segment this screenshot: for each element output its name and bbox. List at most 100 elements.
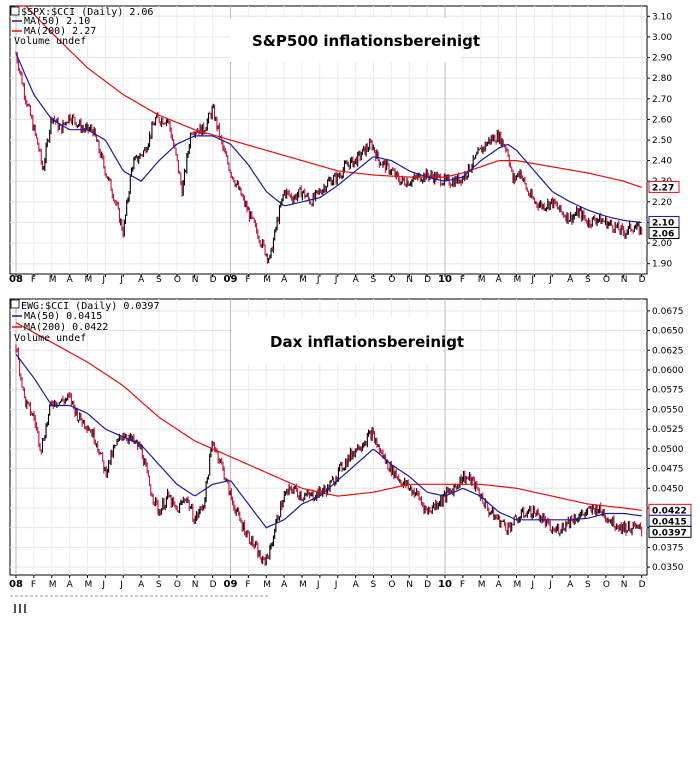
y-tick-label: 0.0675 [652,307,684,317]
grid-sp500 [10,6,647,274]
x-month-label: O [174,580,181,590]
last-value-box [648,525,692,538]
x-month-label: A [138,275,145,285]
x-month-label: S [585,275,591,285]
x-year-label: 10 [438,274,452,285]
y-tick-label: 2.20 [652,198,672,208]
x-month-label: D [424,275,431,285]
x-month-label: M [478,275,486,285]
x-month-label: J [530,275,534,285]
x-month-label: M [49,275,57,285]
x-month-label: M [299,580,307,590]
x-month-label: M [49,580,57,590]
x-year-label: 08 [9,274,23,285]
legend-volume-sp500: Volume undef [14,36,86,47]
x-month-label: M [514,580,522,590]
x-month-label: J [119,580,123,590]
ma200-line [16,5,642,188]
x-month-label: O [388,275,395,285]
y-tick-label: 0.0450 [652,484,684,494]
legend-main-sp500: $SPX:$CCI (Daily) 2.06 [21,7,153,18]
ma200-line [15,322,642,511]
legend-dax: EWG:$CCI (Daily) 0.0397 MA(50) 0.0415 MA… [10,299,159,344]
x-month-label: D [210,275,217,285]
x-month-label: A [567,275,574,285]
panel-dax: Dax inflationsbereinigt EWG:$CCI (Daily)… [9,298,692,590]
x-month-label: A [496,580,503,590]
x-month-label: A [496,275,503,285]
y-tick-label: 0.0550 [652,405,684,415]
x-month-label: S [371,275,377,285]
legend-ma200-dax: MA(200) 0.0422 [24,322,108,333]
x-month-label: N [406,580,413,590]
y-tick-label: 0.0625 [652,346,684,356]
y-tick-label: 3.10 [652,12,672,22]
x-month-label: A [138,580,145,590]
x-month-label: O [174,275,181,285]
volume-icon [24,604,26,613]
y-tick-label: 2.50 [652,136,672,146]
x-month-label: S [585,580,591,590]
last-value-labels-sp500: 2.27 2.102.06 [648,180,680,239]
last-value-box [648,180,680,193]
panel-sp500: S&P500 inflationsbereinigt $SPX:$CCI (Da… [9,5,680,285]
y-tick-label: 0.0350 [652,563,684,573]
x-year-label: 08 [9,579,23,590]
x-month-label: O [603,580,610,590]
y-tick-label: 2.80 [652,74,672,84]
x-year-label: 09 [224,579,238,590]
chart-logo-icon [10,6,20,16]
x-month-label: N [621,275,628,285]
x-month-label: O [388,580,395,590]
x-month-label: M [85,275,93,285]
x-month-label: F [460,580,465,590]
x-month-label: D [639,580,646,590]
last-value-label: 2.27 [652,183,674,193]
y-tick-label: 0.0375 [652,543,684,553]
ma50-line [15,53,642,224]
x-month-label: S [156,275,162,285]
volume-icon [19,604,21,613]
x-month-label: F [460,275,465,285]
x-month-label: D [424,580,431,590]
legend-sp500: $SPX:$CCI (Daily) 2.06 MA(50) 2.10 MA(20… [10,6,153,47]
last-value-box [648,226,680,239]
series-dax [15,322,643,566]
x-month-label: N [192,275,199,285]
legend-ma50-dax: MA(50) 0.0415 [24,311,102,322]
x-month-label: F [245,580,250,590]
legend-ma50-sp500: MA(50) 2.10 [24,16,90,27]
x-month-label: J [119,275,123,285]
x-month-label: J [530,580,534,590]
x-month-label: A [67,275,74,285]
last-value-label: 2.06 [652,229,674,239]
chart-title-dax: Dax inflationsbereinigt [270,333,464,351]
x-month-label: S [371,580,377,590]
x-month-label: M [478,580,486,590]
x-month-label: A [67,580,74,590]
y-tick-label: 1.90 [652,260,672,270]
last-value-label: 2.10 [652,218,674,228]
x-month-label: J [316,580,320,590]
x-year-label: 09 [224,274,238,285]
x-month-label: N [406,275,413,285]
x-month-label: M [514,275,522,285]
x-month-label: A [567,580,574,590]
x-month-label: F [245,275,250,285]
x-month-label: J [334,275,338,285]
last-value-label: 0.0422 [652,506,687,516]
x-month-label: A [281,580,288,590]
legend-main-dax: EWG:$CCI (Daily) 0.0397 [21,301,159,312]
x-month-label: N [192,580,199,590]
y-tick-label: 0.0525 [652,425,684,435]
title-box-dax [232,318,442,364]
x-month-label: J [101,275,105,285]
y-tick-label: 0.0500 [652,445,684,455]
x-month-label: M [299,275,307,285]
y-tick-label: 0.0475 [652,465,684,475]
y-tick-label: 2.60 [652,115,672,125]
y-tick-label: 2.40 [652,157,672,167]
x-month-label: J [316,275,320,285]
